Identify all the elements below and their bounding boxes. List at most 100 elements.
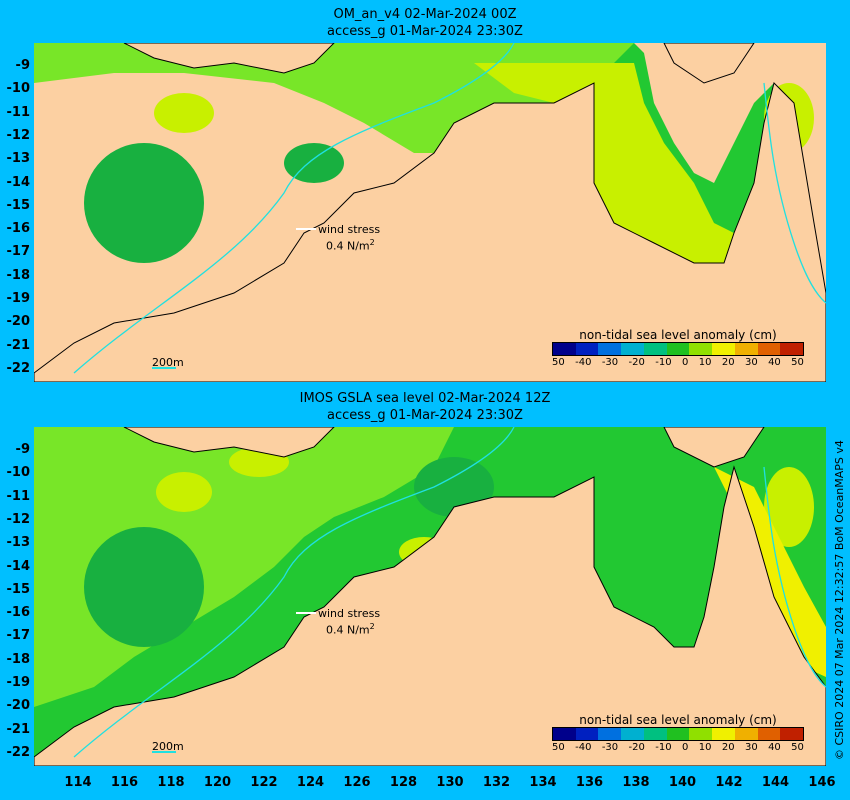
lat-tick-label: -10 (6, 81, 31, 97)
legend-tick-label: 0 (681, 357, 689, 368)
lat-tick-label: -11 (6, 104, 31, 120)
legend-tick-label: 40 (768, 742, 781, 753)
eddy-high-3 (764, 467, 814, 547)
lat-tick-label: -21 (6, 721, 31, 737)
legend-swatch (621, 728, 644, 740)
lon-tick-label: 116 (110, 775, 139, 790)
lon-tick-label: 120 (203, 775, 232, 790)
sea-level-map-2 (34, 427, 826, 766)
panel2-title-line2: access_g 01-Mar-2024 23:30Z (327, 408, 523, 423)
legend-swatch (553, 728, 576, 740)
legend-swatch (757, 343, 781, 355)
legend-2: non-tidal sea level anomaly (cm) 50 -40 -3… (552, 713, 804, 753)
legend-tick-label: -40 (575, 357, 592, 368)
lat-tick-label: -10 (6, 465, 31, 481)
lon-tick-label: 138 (622, 775, 650, 790)
lat-tick-label: -15 (6, 197, 31, 213)
lat-tick-label: -18 (6, 651, 31, 667)
lat-tick-label: -19 (6, 675, 31, 690)
legend-tick-label: -20 (628, 357, 645, 368)
legend-swatch (712, 343, 735, 355)
legend-tick-label: -30 (601, 742, 619, 753)
lat-tick-label: -21 (6, 337, 31, 353)
lat-tick-label: -16 (6, 605, 31, 621)
legend-swatch (780, 343, 804, 355)
lat-tick-label: -16 (6, 221, 31, 237)
legend-tick-label: 10 (698, 742, 712, 753)
legend-tick-label: 50 (791, 357, 804, 368)
contour-200m-east (763, 82, 826, 304)
legend-swatch (598, 343, 622, 355)
eddy-high-1 (154, 93, 214, 133)
lat-tick-label: -22 (6, 360, 31, 376)
legend-swatch (621, 343, 644, 355)
legend-swatch (598, 728, 622, 740)
gulf-anomaly (474, 63, 734, 263)
lat-tick-label: -9 (15, 58, 30, 73)
credit-text: © CSIRO 2024 07 Mar 2024 12:32:57 BoM Oc… (833, 440, 846, 760)
contour-label-2: 200m (152, 740, 184, 753)
lat-tick-label: -14 (6, 174, 31, 190)
legend-tick-label: 30 (744, 742, 758, 753)
lon-tick-label: 128 (389, 775, 418, 790)
lat-tick-label: -22 (6, 744, 31, 760)
lat-tick-label: -19 (6, 291, 31, 306)
lat-tick-label: -11 (6, 488, 31, 504)
map-panel-2 (34, 427, 826, 766)
legend-title-1: non-tidal sea level anomaly (cm) (579, 328, 777, 342)
legend-swatch (643, 343, 667, 355)
lon-tick-label: 136 (575, 775, 604, 790)
legend-tick-label: -20 (628, 742, 645, 753)
legend-swatch (666, 728, 690, 740)
eddy-low-1 (84, 527, 204, 647)
lon-tick-label: 118 (157, 775, 185, 790)
legend-tick-label: 50 (791, 742, 804, 753)
lat-tick-label: -20 (6, 698, 31, 714)
legend-swatch (689, 343, 713, 355)
contour-200m (73, 427, 515, 758)
legend-tick-label: 50 (552, 742, 565, 753)
new-guinea (663, 43, 755, 84)
wind-stress-label-1: wind stress (318, 223, 381, 236)
legend-tick-label: 20 (721, 742, 735, 753)
eddy-low-2 (284, 143, 344, 183)
legend-tick-label: -30 (601, 357, 619, 368)
wind-stress-value-2: 0.4 N/m2 (326, 622, 375, 637)
legend-tick-label: 50 (552, 357, 565, 368)
legend-swatch (575, 728, 599, 740)
lat-tick-label: -15 (6, 581, 31, 597)
lat-tick-label: -13 (6, 151, 31, 167)
lat-tick-label: -17 (6, 244, 31, 260)
legend-tick-label: 30 (744, 357, 758, 368)
lon-tick-label: 134 (529, 775, 557, 790)
legend-swatch (575, 343, 599, 355)
lon-tick-label: 124 (296, 775, 325, 790)
legend-tick-label: 10 (698, 357, 712, 368)
legend-swatch (757, 728, 781, 740)
map-panel-1 (34, 43, 826, 382)
legend-swatch (666, 343, 690, 355)
legend-swatch (780, 728, 804, 740)
lon-tick-label: 144 (761, 775, 790, 790)
timor-island (123, 427, 335, 458)
legend-swatch (734, 728, 758, 740)
panel1-title-line1: OM_an_v4 02-Mar-2024 00Z (333, 7, 517, 22)
wind-stress-label-2: wind stress (318, 607, 381, 620)
lat-tick-label: -13 (6, 535, 31, 551)
lat-tick-label: -18 (6, 267, 31, 283)
sea-level-map-1 (34, 43, 826, 382)
australia-landmass (34, 465, 826, 766)
contour-200m-east (763, 466, 826, 688)
lat-tick-label: -12 (6, 511, 31, 527)
new-guinea (663, 427, 765, 468)
lon-tick-label: 140 (668, 775, 697, 790)
contour-label-1: 200m (152, 356, 184, 369)
lat-tick-label: -20 (6, 314, 31, 330)
wind-stress-value-1: 0.4 N/m2 (326, 238, 375, 253)
eddy-low-1 (84, 143, 204, 263)
lat-tick-label: -9 (15, 442, 30, 457)
legend-colorbar-2 (552, 727, 804, 741)
legend-swatch (643, 728, 667, 740)
legend-tick-label: -40 (575, 742, 592, 753)
lon-tick-label: 122 (250, 775, 278, 790)
